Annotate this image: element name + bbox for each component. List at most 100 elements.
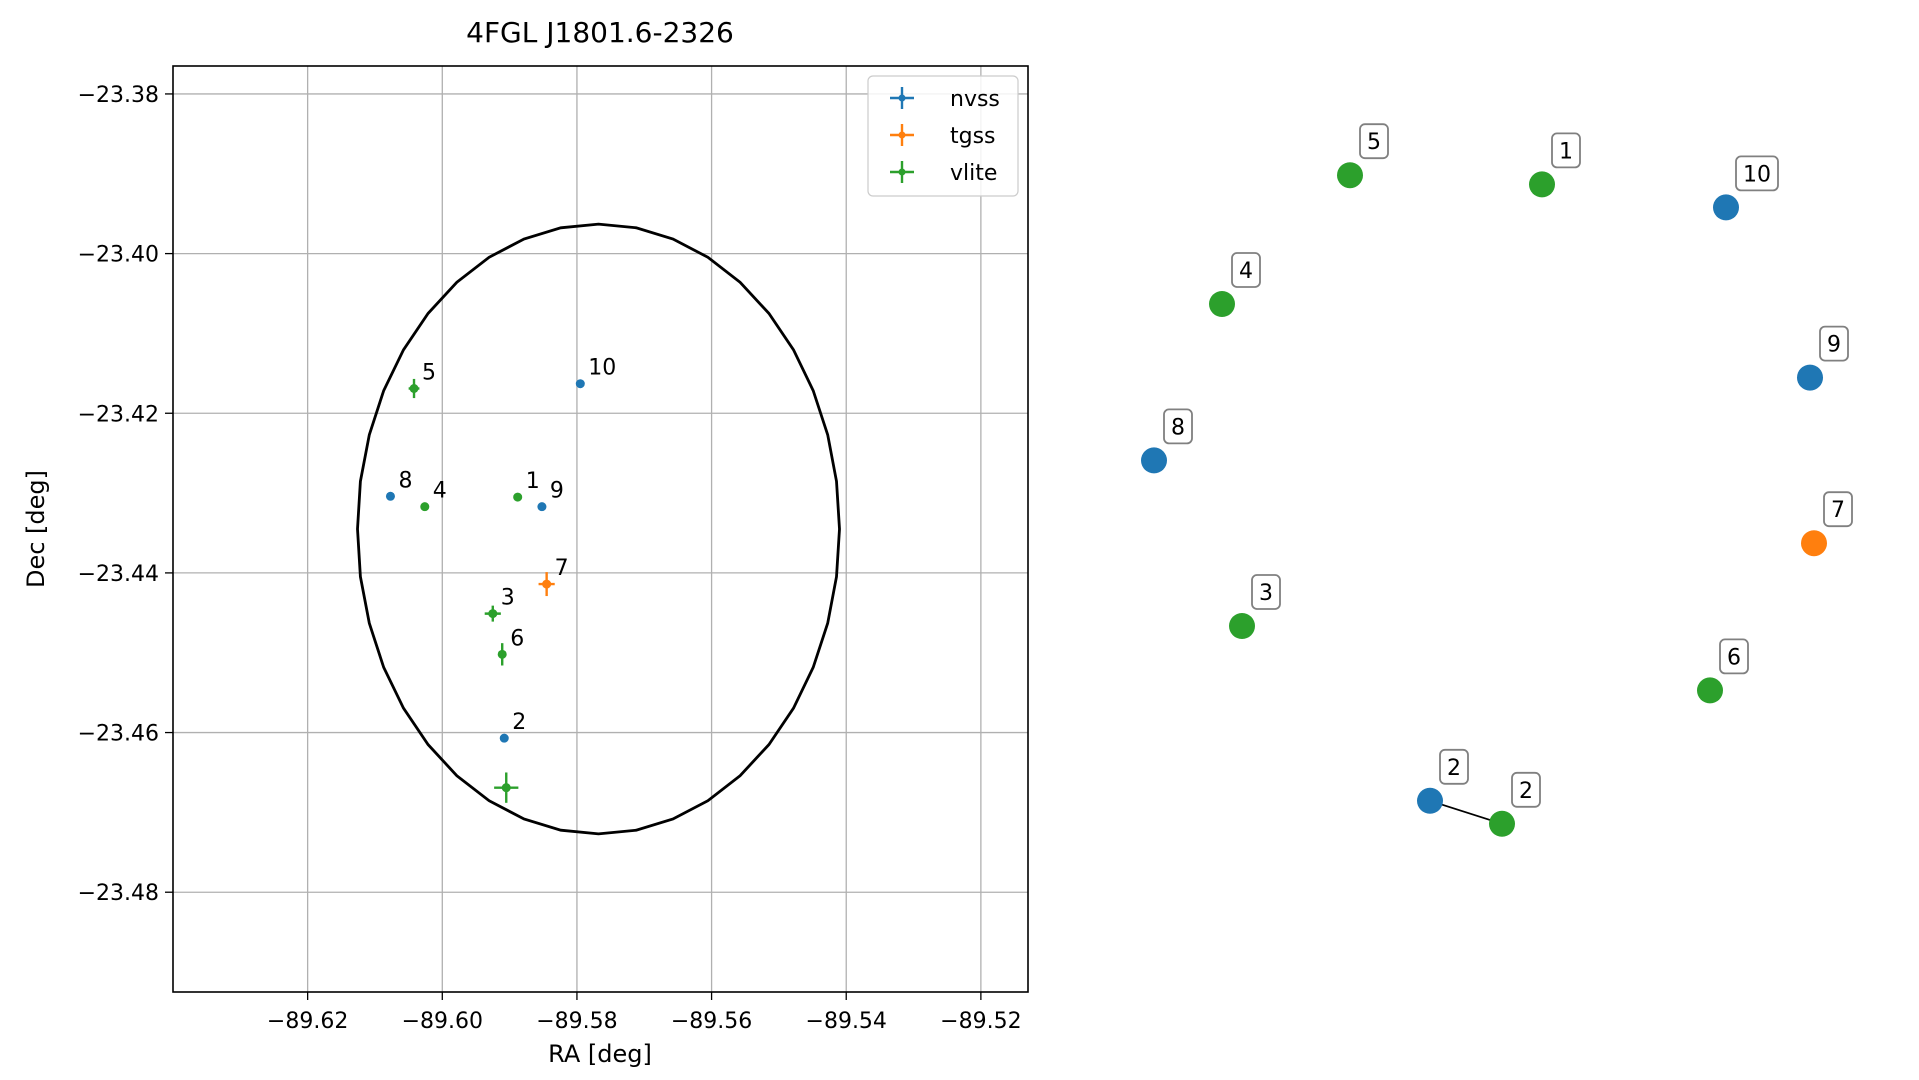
- node-label: 7: [1831, 498, 1845, 523]
- y-axis-label: Dec [deg]: [22, 470, 50, 588]
- x-tick-label: −89.52: [940, 1009, 1021, 1034]
- x-axis-ticks: −89.62 −89.60 −89.58 −89.56 −89.54 −89.52: [267, 992, 1022, 1034]
- graph-node: 2: [1417, 748, 1469, 814]
- node-label: 6: [1727, 645, 1741, 670]
- chart-title: 4FGL J1801.6-2326: [466, 16, 734, 49]
- node-label-box: [1823, 491, 1853, 528]
- source-network-graph: 5 1 10 4 9 8 7 3 6 2 2: [1141, 123, 1853, 837]
- plot-frame: [172, 65, 1029, 993]
- x-tick-label: −89.54: [806, 1009, 887, 1034]
- y-tick-label: −23.44: [78, 562, 159, 587]
- point-label: 9: [550, 479, 564, 504]
- node-label-box: [1819, 325, 1849, 362]
- graph-node: 2: [1489, 771, 1541, 837]
- point-label: 6: [510, 626, 524, 651]
- y-axis-ticks: −23.38 −23.40 −23.42 −23.44 −23.46 −23.48: [78, 83, 173, 906]
- point-marker: [420, 502, 430, 512]
- node-label: 2: [1447, 756, 1461, 781]
- grid: [173, 66, 1028, 992]
- y-tick-label: −23.46: [78, 722, 159, 747]
- node-label: 5: [1367, 130, 1381, 155]
- graph-node: 6: [1697, 638, 1749, 704]
- point-label: 3: [501, 586, 515, 611]
- data-point-vlite: 6: [497, 626, 524, 666]
- node-label-box: [1359, 123, 1389, 160]
- node-dot: [1141, 447, 1167, 474]
- data-point-vlite: 3: [484, 586, 515, 622]
- graph-node: 8: [1141, 408, 1193, 474]
- data-point-vlite: 4: [420, 479, 447, 512]
- point-marker: [409, 384, 419, 394]
- data-point-vlite: 1: [513, 469, 540, 502]
- graph-node: 1: [1529, 132, 1581, 198]
- graph-node: 7: [1801, 491, 1853, 557]
- x-tick-label: −89.60: [402, 1009, 483, 1034]
- legend-entry-nvss: nvss: [890, 87, 1000, 112]
- point-marker: [513, 492, 523, 502]
- x-tick-label: −89.56: [671, 1009, 752, 1034]
- point-label: 8: [398, 468, 412, 493]
- graph-node: 5: [1337, 123, 1389, 189]
- point-marker: [501, 783, 511, 793]
- ellipse-outline: [356, 222, 841, 836]
- data-point-vlite: [494, 772, 519, 803]
- graph-node: 3: [1229, 574, 1281, 639]
- node-label-box: [1163, 408, 1193, 445]
- data-point-tgss: 7: [538, 556, 569, 597]
- point-label: 7: [555, 556, 569, 581]
- point-label: 2: [512, 710, 526, 735]
- x-tick-label: −89.58: [536, 1009, 617, 1034]
- node-dot: [1337, 162, 1363, 189]
- node-label: 4: [1239, 259, 1253, 284]
- node-dot: [1209, 291, 1235, 317]
- legend-entry-tgss: tgss: [890, 124, 996, 149]
- data-point-nvss: 10: [575, 356, 616, 389]
- node-dot: [1801, 530, 1827, 557]
- node-label: 9: [1827, 333, 1841, 358]
- point-marker: [542, 579, 552, 589]
- data-points: 10 8 9 2 7 5 4 1 3 6: [385, 356, 616, 803]
- data-point-vlite: 5: [408, 361, 436, 399]
- node-dot: [1229, 613, 1255, 639]
- legend-label: tgss: [950, 124, 996, 149]
- localization-ellipse: [356, 222, 841, 836]
- node-label-box: [1439, 748, 1469, 785]
- node-label-box: [1735, 155, 1779, 192]
- legend: nvss tgss vlite: [867, 75, 1019, 197]
- graph-node: 10: [1713, 155, 1779, 221]
- data-point-nvss: 2: [499, 710, 526, 743]
- point-marker: [488, 609, 498, 619]
- legend-marker: [898, 94, 906, 102]
- node-dot: [1417, 787, 1443, 814]
- node-dot: [1797, 364, 1823, 391]
- node-dot: [1713, 194, 1739, 221]
- node-label: 2: [1519, 779, 1533, 804]
- data-point-nvss: 9: [537, 479, 564, 512]
- y-tick-label: −23.38: [78, 83, 159, 108]
- point-marker: [499, 733, 509, 743]
- point-label: 10: [588, 356, 616, 381]
- data-point-nvss: 8: [385, 468, 412, 501]
- node-label: 8: [1171, 415, 1185, 440]
- point-marker: [575, 379, 585, 389]
- y-tick-label: −23.42: [78, 402, 159, 427]
- node-dot: [1529, 171, 1555, 198]
- node-label: 3: [1259, 581, 1273, 606]
- y-tick-label: −23.40: [78, 243, 159, 268]
- legend-label: vlite: [950, 161, 997, 186]
- point-marker: [537, 502, 547, 512]
- node-label-box: [1719, 638, 1749, 675]
- node-label-box: [1551, 132, 1581, 169]
- point-label: 1: [526, 469, 540, 494]
- node-label: 1: [1559, 139, 1573, 164]
- point-marker: [497, 649, 507, 659]
- node-dot: [1697, 677, 1723, 704]
- legend-marker: [898, 131, 906, 139]
- node-label: 10: [1743, 162, 1771, 187]
- node-dot: [1489, 810, 1515, 837]
- graph-node: 4: [1209, 252, 1261, 317]
- legend-entry-vlite: vlite: [890, 161, 997, 186]
- y-tick-label: −23.48: [78, 881, 159, 906]
